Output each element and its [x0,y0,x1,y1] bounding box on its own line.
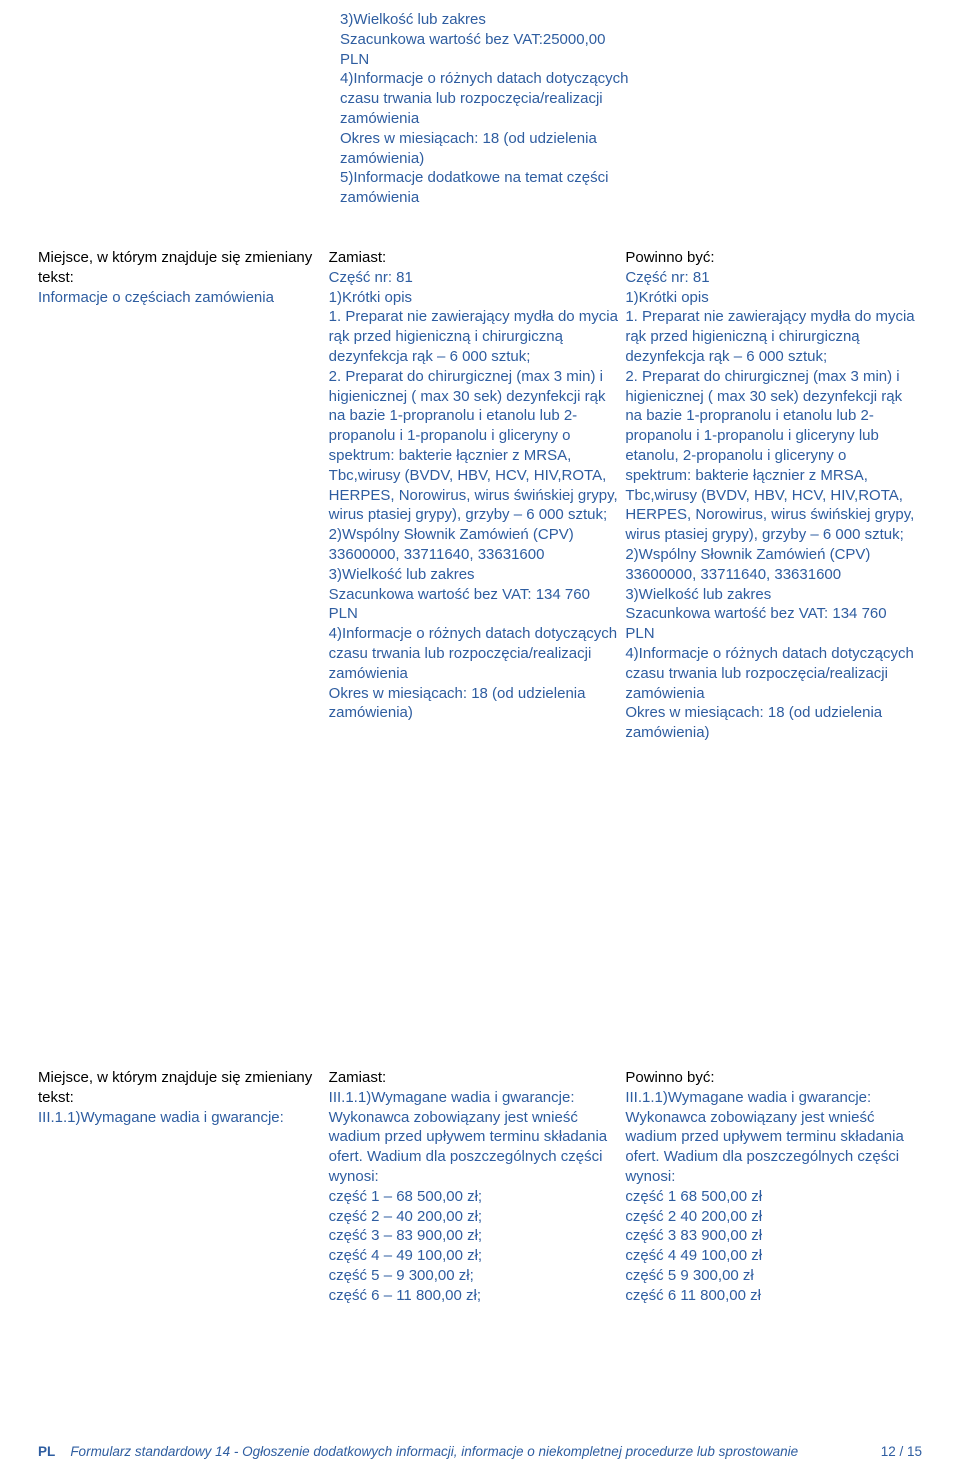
correction-section-1: Miejsce, w którym znajduje się zmieniany… [38,248,922,743]
shouldbe-body: III.1.1)Wymagane wadia i gwarancje: Wyko… [625,1088,916,1306]
section1-location-col: Miejsce, w którym znajduje się zmieniany… [38,248,329,743]
instead-heading: Zamiast: [329,1068,620,1088]
location-value: Informacje o częściach zamówienia [38,288,329,308]
top-line-2: Szacunkowa wartość bez VAT:25000,00 [340,30,635,50]
instead-body: Część nr: 81 1)Krótki opis 1. Preparat n… [329,268,620,723]
correction-section-2: Miejsce, w którym znajduje się zmieniany… [38,1068,922,1306]
shouldbe-heading: Powinno być: [625,248,916,268]
section1-instead-col: Zamiast: Część nr: 81 1)Krótki opis 1. P… [329,248,626,743]
instead-heading: Zamiast: [329,248,620,268]
section2-shouldbe-col: Powinno być: III.1.1)Wymagane wadia i gw… [625,1068,922,1306]
shouldbe-body: Część nr: 81 1)Krótki opis 1. Preparat n… [625,268,916,743]
location-heading: Miejsce, w którym znajduje się zmieniany… [38,248,329,288]
top-line-4: 4)Informacje o różnych datach dotyczącyc… [340,69,635,128]
top-line-3: PLN [340,50,635,70]
location-value: III.1.1)Wymagane wadia i gwarancje: [38,1108,329,1128]
top-info-block: 3)Wielkość lub zakres Szacunkowa wartość… [340,10,635,208]
footer-title: Formularz standardowy 14 - Ogłoszenie do… [70,1444,798,1459]
footer-space [59,1444,67,1459]
top-line-5: Okres w miesiącach: 18 (od udzielenia za… [340,129,635,169]
footer-lang: PL [38,1444,55,1459]
page-number: 12 / 15 [881,1444,922,1459]
top-line-6: 5)Informacje dodatkowe na temat części z… [340,168,635,208]
location-heading: Miejsce, w którym znajduje się zmieniany… [38,1068,329,1108]
shouldbe-heading: Powinno być: [625,1068,916,1088]
section2-instead-col: Zamiast: III.1.1)Wymagane wadia i gwaran… [329,1068,626,1306]
document-page: 3)Wielkość lub zakres Szacunkowa wartość… [0,0,960,1473]
instead-body: III.1.1)Wymagane wadia i gwarancje: Wyko… [329,1088,620,1306]
section1-shouldbe-col: Powinno być: Część nr: 81 1)Krótki opis … [625,248,922,743]
top-line-1: 3)Wielkość lub zakres [340,10,635,30]
page-footer: 12 / 15 PL Formularz standardowy 14 - Og… [38,1444,922,1459]
section2-location-col: Miejsce, w którym znajduje się zmieniany… [38,1068,329,1306]
